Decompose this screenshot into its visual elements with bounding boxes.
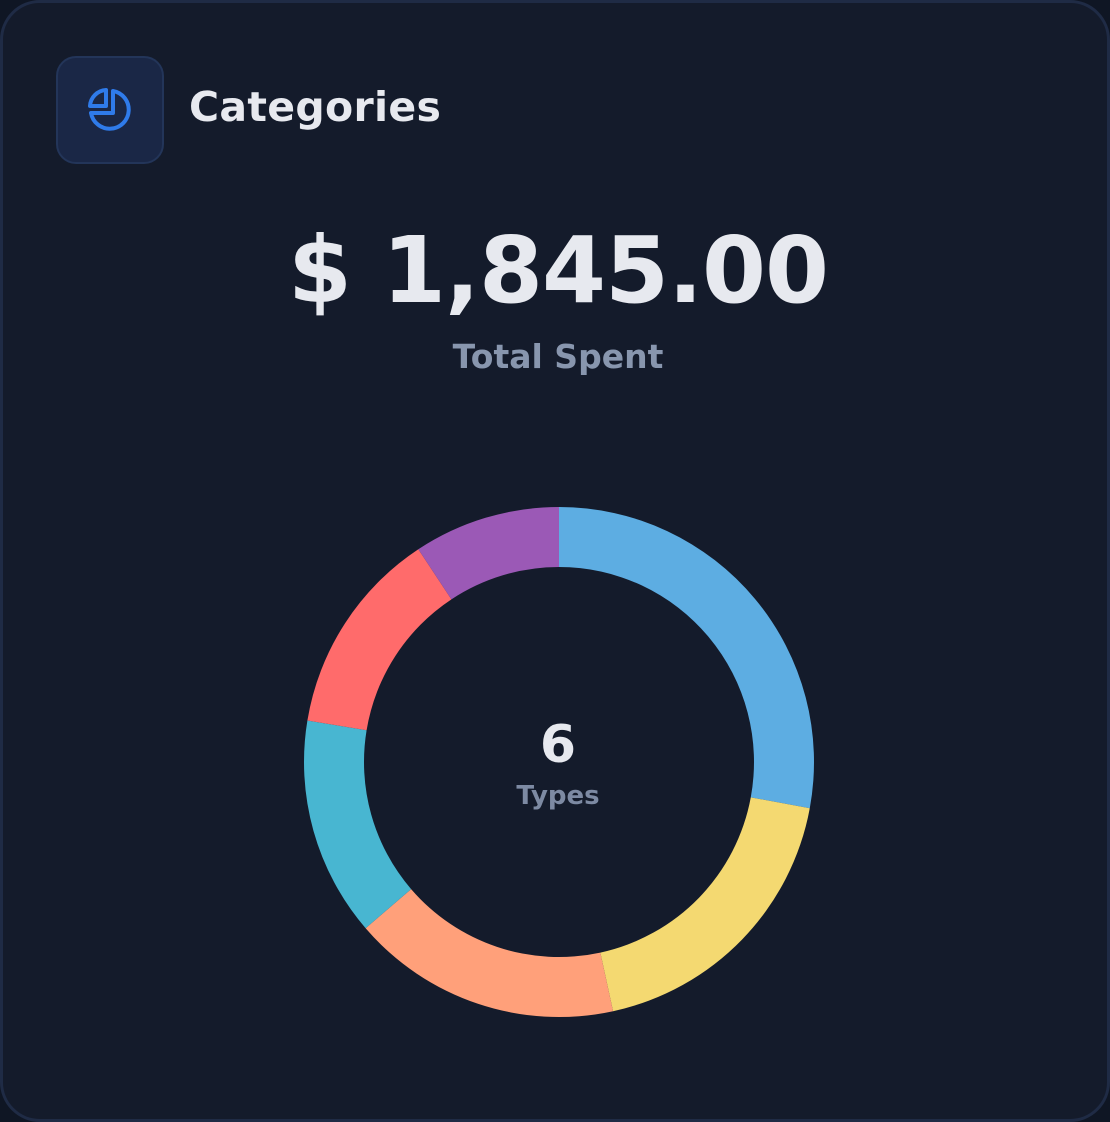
category-count-label: Types	[516, 781, 600, 811]
total-amount: $ 1,845.00	[287, 217, 829, 324]
category-count: 6	[539, 715, 577, 775]
donut-chart-svg	[303, 507, 814, 1017]
donut-slice-2[interactable]	[600, 797, 810, 1012]
donut-chart	[303, 506, 815, 1018]
pie-chart-icon	[88, 88, 131, 131]
total-label: Total Spent	[452, 337, 664, 376]
donut-slice-3[interactable]	[365, 889, 614, 1017]
donut-slice-5[interactable]	[307, 549, 452, 731]
donut-slice-4[interactable]	[303, 720, 412, 929]
header-icon-box	[56, 56, 164, 164]
donut-slice-1[interactable]	[559, 507, 814, 809]
card-title: Categories	[189, 83, 442, 131]
donut-slice-6[interactable]	[418, 507, 559, 600]
